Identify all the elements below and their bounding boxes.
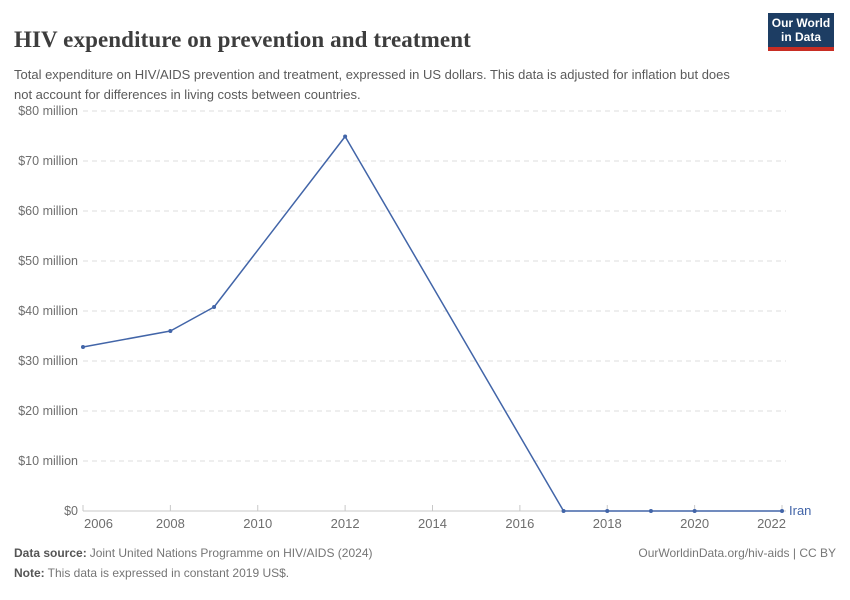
note-text: This data is expressed in constant 2019 … — [47, 566, 290, 580]
x-axis-tick-label: 2022 — [757, 516, 786, 531]
y-axis-tick-label: $0 — [64, 504, 78, 518]
chart-title: HIV expenditure on prevention and treatm… — [14, 27, 471, 53]
x-axis-tick-label: 2008 — [156, 516, 185, 531]
data-source-label: Data source: — [14, 546, 87, 560]
y-axis-tick-label: $70 million — [18, 154, 78, 168]
x-axis-tick-label: 2014 — [418, 516, 447, 531]
y-axis-tick-label: $50 million — [18, 254, 78, 268]
series-line-iran[interactable] — [82, 135, 782, 512]
chart-footer: Data source: Joint United Nations Program… — [14, 546, 836, 586]
series-label-iran[interactable]: Iran — [789, 503, 811, 518]
data-source-text: Joint United Nations Programme on HIV/AI… — [89, 546, 373, 560]
data-point-iran-2012[interactable] — [343, 134, 348, 139]
data-point-iran-2008[interactable] — [168, 329, 173, 333]
owid-logo[interactable]: Our World in Data — [768, 13, 834, 51]
data-point-iran-2006[interactable] — [81, 345, 85, 349]
note-label: Note: — [14, 566, 45, 580]
y-axis-tick-label: $80 million — [18, 104, 78, 118]
x-axis-tick-label: 2012 — [331, 516, 360, 531]
x-axis-tick-label: 2020 — [680, 516, 709, 531]
y-axis-tick-label: $30 million — [18, 354, 78, 368]
x-axis-tick-label: 2018 — [593, 516, 622, 531]
x-axis-tick-label: 2010 — [243, 516, 272, 531]
x-axis-tick-label: 2006 — [84, 516, 113, 531]
y-axis-tick-label: $20 million — [18, 404, 78, 418]
y-axis-tick-label: $60 million — [18, 204, 78, 218]
owid-logo-line1: Our World — [771, 16, 831, 30]
x-axis-tick-label: 2016 — [505, 516, 534, 531]
footer-credit-link[interactable]: OurWorldinData.org/hiv-aids | CC BY — [638, 546, 836, 560]
data-point-iran-2022[interactable] — [780, 509, 784, 513]
data-point-iran-2018[interactable] — [605, 509, 610, 513]
owid-logo-line2: in Data — [780, 30, 821, 44]
line-chart-plot[interactable]: $0 $10 million $20 million $30 million $40 m… — [0, 0, 850, 545]
chart-subtitle: Total expenditure on HIV/AIDS prevention… — [14, 67, 730, 102]
y-axis-tick-label: $10 million — [18, 454, 78, 468]
data-point-iran-2020[interactable] — [692, 509, 697, 513]
y-axis-tick-label: $40 million — [18, 304, 78, 318]
data-point-iran-2019[interactable] — [648, 509, 653, 513]
data-point-iran-2009[interactable] — [212, 305, 217, 309]
data-point-iran-2017[interactable] — [561, 509, 566, 513]
